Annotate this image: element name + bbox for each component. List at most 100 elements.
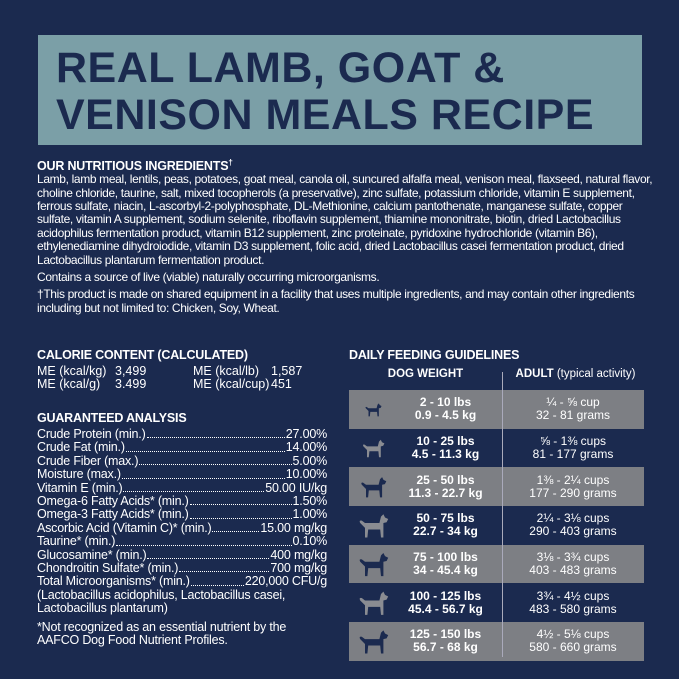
amount-grams: 483 - 580 grams: [529, 601, 617, 616]
feeding-row: 2 - 10 lbs 0.9 - 4.5 kg ¼ - ⅝ cup 32 - 81 …: [349, 390, 644, 429]
analysis-heading: GUARANTEED ANALYSIS: [37, 411, 187, 425]
leader-dots: [121, 468, 285, 479]
nutrient-label: Omega-6 Fatty Acids* (min.): [37, 494, 189, 509]
great-dane-icon: [349, 548, 389, 580]
amount-cups: 3⅛ - 3¾ cups: [536, 550, 610, 565]
leader-dots: [212, 522, 260, 533]
feeding-row: 50 - 75 lbs 22.7 - 34 kg 2¼ - 3⅛ cups 290 …: [349, 506, 644, 545]
column-divider: [502, 372, 503, 657]
dog-weight-header: DOG WEIGHT: [387, 368, 464, 380]
analysis-row: Ascorbic Acid (Vitamin C)* (min.) 15.00 m…: [37, 520, 327, 535]
title-line-1: REAL LAMB, GOAT &: [56, 44, 505, 92]
calorie-section: CALORIE CONTENT (CALCULATED) ME (kcal/kg…: [37, 348, 337, 391]
xl-dog-icon: [349, 585, 389, 621]
nutrient-value: 5.00%: [292, 453, 328, 468]
adult-header: ADULT (typical activity): [502, 368, 649, 390]
analysis-footnote: *Not recognized as an essential nutrient…: [37, 619, 287, 648]
weight-kg: 22.7 - 34 kg: [413, 524, 478, 539]
analysis-row: Crude Protein (min.) 27.00%: [37, 427, 327, 441]
weight-lbs: 50 - 75 lbs: [416, 511, 475, 526]
weight-kg: 11.3 - 22.7 kg: [408, 485, 483, 500]
guaranteed-analysis-section: GUARANTEED ANALYSIS Crude Protein (min.)…: [37, 411, 327, 648]
nutrient-value: 0.10%: [292, 534, 328, 549]
feeding-row: 10 - 25 lbs 4.5 - 11.3 kg ⅝ - 1⅜ cups 81 -…: [349, 429, 644, 468]
ingredients-heading: OUR NUTRITIOUS INGREDIENTS†: [37, 158, 657, 173]
calorie-label: ME (kcal/lb): [193, 364, 259, 378]
nutrient-value: 15.00 mg/kg: [260, 520, 327, 535]
feeding-row: 100 - 125 lbs 45.4 - 56.7 kg 3¾ - 4½ cups…: [349, 583, 644, 622]
feeding-row: 125 - 150 lbs 56.7 - 68 kg 4½ - 5⅛ cups 58…: [349, 622, 644, 661]
weight-kg: 45.4 - 56.7 kg: [408, 601, 483, 616]
calorie-value: 3,499: [115, 364, 147, 378]
weight-lbs: 125 - 150 lbs: [409, 627, 482, 642]
nutrient-label: Crude Fat (min.): [37, 440, 125, 455]
adult-header-rest: (typical activity): [553, 368, 636, 380]
weight-kg: 0.9 - 4.5 kg: [414, 408, 477, 423]
feeding-heading: DAILY FEEDING GUIDELINES: [349, 348, 520, 362]
calorie-label: ME (kcal/g): [37, 377, 101, 391]
weight-lbs: 100 - 125 lbs: [409, 588, 482, 603]
analysis-row: Moisture (max.) 10.00%: [37, 467, 327, 482]
nutrient-value: 400 mg/kg: [270, 547, 327, 562]
medium-dog-icon: [349, 475, 389, 499]
analysis-row: Chondroitin Sulfate* (min.) 700 mg/kg: [37, 561, 327, 576]
amount-cups: 4½ - 5⅛ cups: [536, 627, 610, 642]
leader-dots: [189, 508, 292, 519]
ingredients-heading-text: OUR NUTRITIOUS INGREDIENTS: [37, 159, 229, 174]
amount-cups: 2¼ - 3⅛ cups: [536, 511, 610, 526]
nutrient-label: Total Microorganisms* (min.): [37, 574, 190, 589]
analysis-row: Vitamin E (min.) 50.00 IU/kg: [37, 480, 327, 495]
calorie-label: ME (kcal/cup): [193, 377, 270, 391]
analysis-row: Total Microorganisms* (min.) 220,000 CFU/…: [37, 574, 327, 589]
amount-grams: 177 - 290 grams: [529, 485, 617, 500]
calorie-value: 451: [271, 377, 292, 391]
nutrient-value: 10.00%: [285, 467, 327, 482]
amount-grams: 32 - 81 grams: [535, 408, 611, 423]
amount-grams: 81 - 177 grams: [532, 446, 614, 461]
nutrient-label: Ascorbic Acid (Vitamin C)* (min.): [37, 520, 212, 535]
amount-grams: 580 - 660 grams: [529, 640, 617, 655]
weight-kg: 34 - 45.4 kg: [413, 563, 478, 578]
nutrient-label: Vitamin E (min.): [37, 480, 123, 495]
nutrient-value: 1.00%: [292, 507, 328, 522]
leader-dots: [147, 549, 270, 560]
title-line-2: VENISON MEALS RECIPE: [56, 91, 595, 139]
weight-lbs: 75 - 100 lbs: [413, 550, 478, 565]
strains-note: (Lactobacillus acidophilus, Lactobacillu…: [37, 587, 286, 616]
nutrient-label: Moisture (max.): [37, 467, 121, 482]
calorie-heading: CALORIE CONTENT (CALCULATED): [37, 348, 248, 362]
nutrient-value: 14.00%: [285, 440, 327, 455]
analysis-row: Omega-6 Fatty Acids* (min.) 1.50%: [37, 494, 327, 509]
analysis-row: Omega-3 Fatty Acids* (min.) 1.00%: [37, 507, 328, 522]
leader-dots: [190, 575, 244, 586]
nutrient-label: Crude Fiber (max.): [37, 453, 139, 468]
nutrient-label: Crude Protein (min.): [37, 427, 146, 441]
calorie-value: 3.499: [115, 377, 147, 391]
amount-grams: 290 - 403 grams: [529, 524, 617, 539]
calorie-label: ME (kcal/kg): [37, 364, 107, 378]
allergen-disclaimer: †This product is made on shared equipmen…: [37, 287, 635, 315]
small-dog-icon: [349, 438, 389, 458]
large-dog-icon: [349, 511, 389, 540]
weight-lbs: 10 - 25 lbs: [416, 433, 475, 448]
nutrient-label: Chondroitin Sulfate* (min.): [37, 561, 179, 576]
live-cultures-note: Contains a source of live (viable) natur…: [37, 270, 380, 284]
amount-cups: ⅝ - 1⅜ cups: [539, 433, 607, 448]
nutrient-label: Taurine* (min.): [37, 534, 116, 549]
weight-kg: 4.5 - 11.3 kg: [411, 446, 480, 461]
nutrient-value: 220,000 CFU/g: [244, 574, 327, 589]
analysis-row: Taurine* (min.) 0.10%: [37, 534, 328, 549]
leader-dots: [179, 562, 270, 573]
nutrient-value: 27.00%: [285, 427, 327, 441]
leader-dots: [125, 441, 285, 452]
title-banner: REAL LAMB, GOAT & VENISON MEALS RECIPE: [38, 35, 642, 145]
tiny-dog-icon: [349, 402, 389, 417]
weight-kg: 56.7 - 68 kg: [413, 640, 478, 655]
amount-cups: ¼ - ⅝ cup: [546, 395, 600, 410]
nutrient-value: 700 mg/kg: [270, 561, 327, 576]
leader-dots: [123, 482, 265, 493]
amount-cups: 1⅜ - 2¼ cups: [536, 472, 610, 487]
giant-dog-icon: [349, 622, 389, 661]
calorie-value: 1,587: [271, 364, 303, 378]
feeding-row: 25 - 50 lbs 11.3 - 22.7 kg 1⅜ - 2¼ cups 17…: [349, 467, 644, 506]
